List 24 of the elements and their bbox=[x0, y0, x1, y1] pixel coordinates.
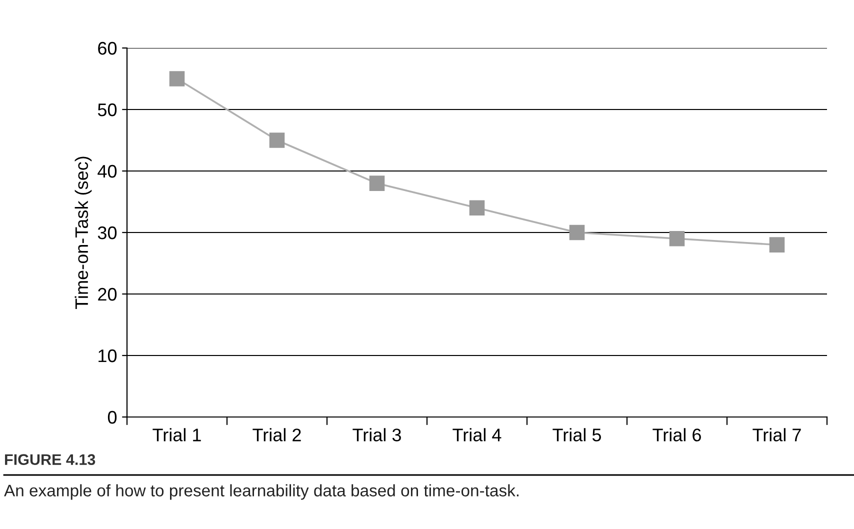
caption: FIGURE 4.13 bbox=[5, 454, 96, 465]
point bbox=[769, 237, 785, 252]
y-tick-label: 40 bbox=[98, 164, 117, 178]
x-tick-label: Trial 4 bbox=[452, 428, 502, 442]
y-tick-label: 60 bbox=[98, 42, 117, 55]
point bbox=[369, 176, 385, 191]
point bbox=[469, 200, 485, 216]
y-axis-title: Time-on-Task (sec) bbox=[74, 156, 92, 309]
y-tick-label: 50 bbox=[98, 103, 117, 116]
y-tick-label: 30 bbox=[98, 226, 117, 240]
x-tick-label: Trial 7 bbox=[752, 428, 801, 442]
y-tick-label: 0 bbox=[108, 410, 117, 424]
point bbox=[269, 132, 285, 148]
x-tick-label: Trial 2 bbox=[252, 428, 301, 442]
x-tick-label: Trial 1 bbox=[152, 428, 201, 442]
y-tick-label: 20 bbox=[98, 288, 117, 301]
point bbox=[569, 224, 585, 240]
y-tick-label: 10 bbox=[98, 349, 117, 362]
x-tick-label: Trial 6 bbox=[652, 428, 701, 442]
text: An example of how to present learnability data based on time-on-task. bbox=[4, 484, 519, 500]
x-tick-label: Trial 3 bbox=[352, 428, 401, 442]
point bbox=[169, 71, 185, 86]
x-tick-label: Trial 5 bbox=[552, 428, 601, 442]
point bbox=[669, 231, 685, 246]
